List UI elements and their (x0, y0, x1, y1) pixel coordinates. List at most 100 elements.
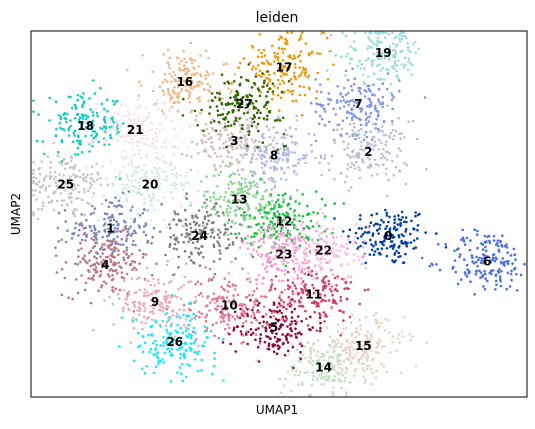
point-cluster-10 (227, 280, 231, 284)
point-cluster-26 (193, 316, 197, 320)
point-cluster-23 (278, 232, 282, 236)
point-cluster-2 (362, 133, 366, 137)
point-cluster-15 (329, 307, 333, 311)
cluster-19-points (320, 31, 420, 107)
point-cluster-18 (70, 106, 74, 110)
point-cluster-17 (262, 48, 266, 52)
point-cluster-25 (32, 168, 35, 172)
point-cluster-8 (282, 171, 286, 175)
point-cluster-9 (173, 294, 177, 298)
point-cluster-11 (310, 274, 313, 277)
point-cluster-6 (476, 246, 479, 250)
point-cluster-27 (181, 114, 185, 117)
point-cluster-20 (129, 206, 132, 209)
point-cluster-17 (303, 93, 307, 97)
point-cluster-20 (159, 182, 162, 186)
point-cluster-3 (204, 140, 207, 144)
point-cluster-21 (128, 141, 131, 144)
point-cluster-17 (315, 90, 319, 93)
point-cluster-3 (200, 138, 203, 142)
point-cluster-10 (199, 282, 203, 286)
point-cluster-17 (302, 85, 306, 89)
point-cluster-11 (269, 288, 273, 291)
point-cluster-10 (224, 306, 228, 309)
point-cluster-0 (392, 235, 396, 239)
point-cluster-13 (202, 194, 206, 197)
point-cluster-24 (168, 226, 172, 230)
point-cluster-10 (280, 317, 284, 321)
point-cluster-18 (90, 134, 93, 137)
point-cluster-16 (167, 63, 171, 67)
point-cluster-9 (159, 309, 163, 312)
point-cluster-0 (364, 261, 368, 265)
point-cluster-7 (386, 72, 390, 75)
point-cluster-21 (144, 142, 148, 145)
point-cluster-19 (417, 47, 420, 51)
point-cluster-7 (332, 128, 335, 132)
point-cluster-10 (255, 287, 259, 290)
point-cluster-3 (245, 142, 248, 145)
point-cluster-14 (353, 369, 357, 373)
point-cluster-22 (331, 273, 335, 276)
point-cluster-17 (284, 42, 287, 45)
point-cluster-26 (181, 363, 184, 366)
point-cluster-3 (209, 145, 213, 148)
point-cluster-20 (171, 168, 174, 172)
point-cluster-9 (138, 288, 142, 292)
point-cluster-13 (259, 178, 263, 182)
point-cluster-7 (339, 92, 343, 95)
point-cluster-13 (265, 188, 269, 192)
point-cluster-16 (177, 56, 180, 60)
point-cluster-11 (286, 278, 290, 282)
point-cluster-4 (125, 252, 128, 255)
point-cluster-7 (367, 120, 371, 123)
point-cluster-0 (348, 228, 352, 231)
point-cluster-5 (300, 344, 304, 348)
point-cluster-20 (122, 183, 125, 186)
point-cluster-20 (164, 169, 167, 173)
point-cluster-2 (391, 123, 394, 126)
point-cluster-4 (114, 262, 118, 265)
point-cluster-10 (215, 297, 218, 300)
point-cluster-14 (319, 377, 323, 380)
point-cluster-19 (407, 49, 410, 52)
point-cluster-23 (302, 261, 306, 265)
point-cluster-1 (122, 219, 126, 223)
point-cluster-0 (354, 231, 358, 235)
point-cluster-1 (95, 232, 98, 235)
point-cluster-0 (380, 240, 384, 244)
point-cluster-22 (349, 275, 353, 278)
point-cluster-5 (281, 315, 285, 319)
point-cluster-11 (285, 307, 288, 311)
point-cluster-17 (250, 44, 254, 48)
point-cluster-7 (376, 114, 380, 118)
point-cluster-21 (158, 130, 161, 133)
point-cluster-16 (189, 41, 193, 45)
point-cluster-14 (340, 386, 343, 390)
point-cluster-3 (243, 144, 246, 147)
point-cluster-5 (272, 303, 276, 306)
point-cluster-16 (188, 92, 192, 95)
point-cluster-11 (325, 275, 328, 278)
point-cluster-4 (101, 252, 104, 255)
point-cluster-19 (398, 39, 402, 43)
point-cluster-21 (119, 118, 123, 121)
point-cluster-19 (352, 40, 356, 43)
point-cluster-12 (272, 233, 276, 236)
point-cluster-5 (236, 325, 239, 328)
point-cluster-6 (510, 278, 513, 282)
point-cluster-21 (132, 118, 136, 121)
point-cluster-21 (155, 127, 159, 130)
point-cluster-7 (339, 100, 343, 103)
point-cluster-1 (141, 212, 145, 215)
point-cluster-27 (257, 129, 260, 133)
point-cluster-15 (376, 341, 379, 345)
point-cluster-0 (372, 253, 376, 256)
point-cluster-13 (271, 199, 274, 203)
cluster-11-points (269, 249, 370, 337)
point-cluster-25 (92, 191, 95, 195)
point-cluster-5 (296, 315, 300, 318)
point-cluster-23 (277, 243, 281, 247)
point-cluster-4 (150, 273, 154, 277)
point-cluster-19 (404, 36, 408, 40)
